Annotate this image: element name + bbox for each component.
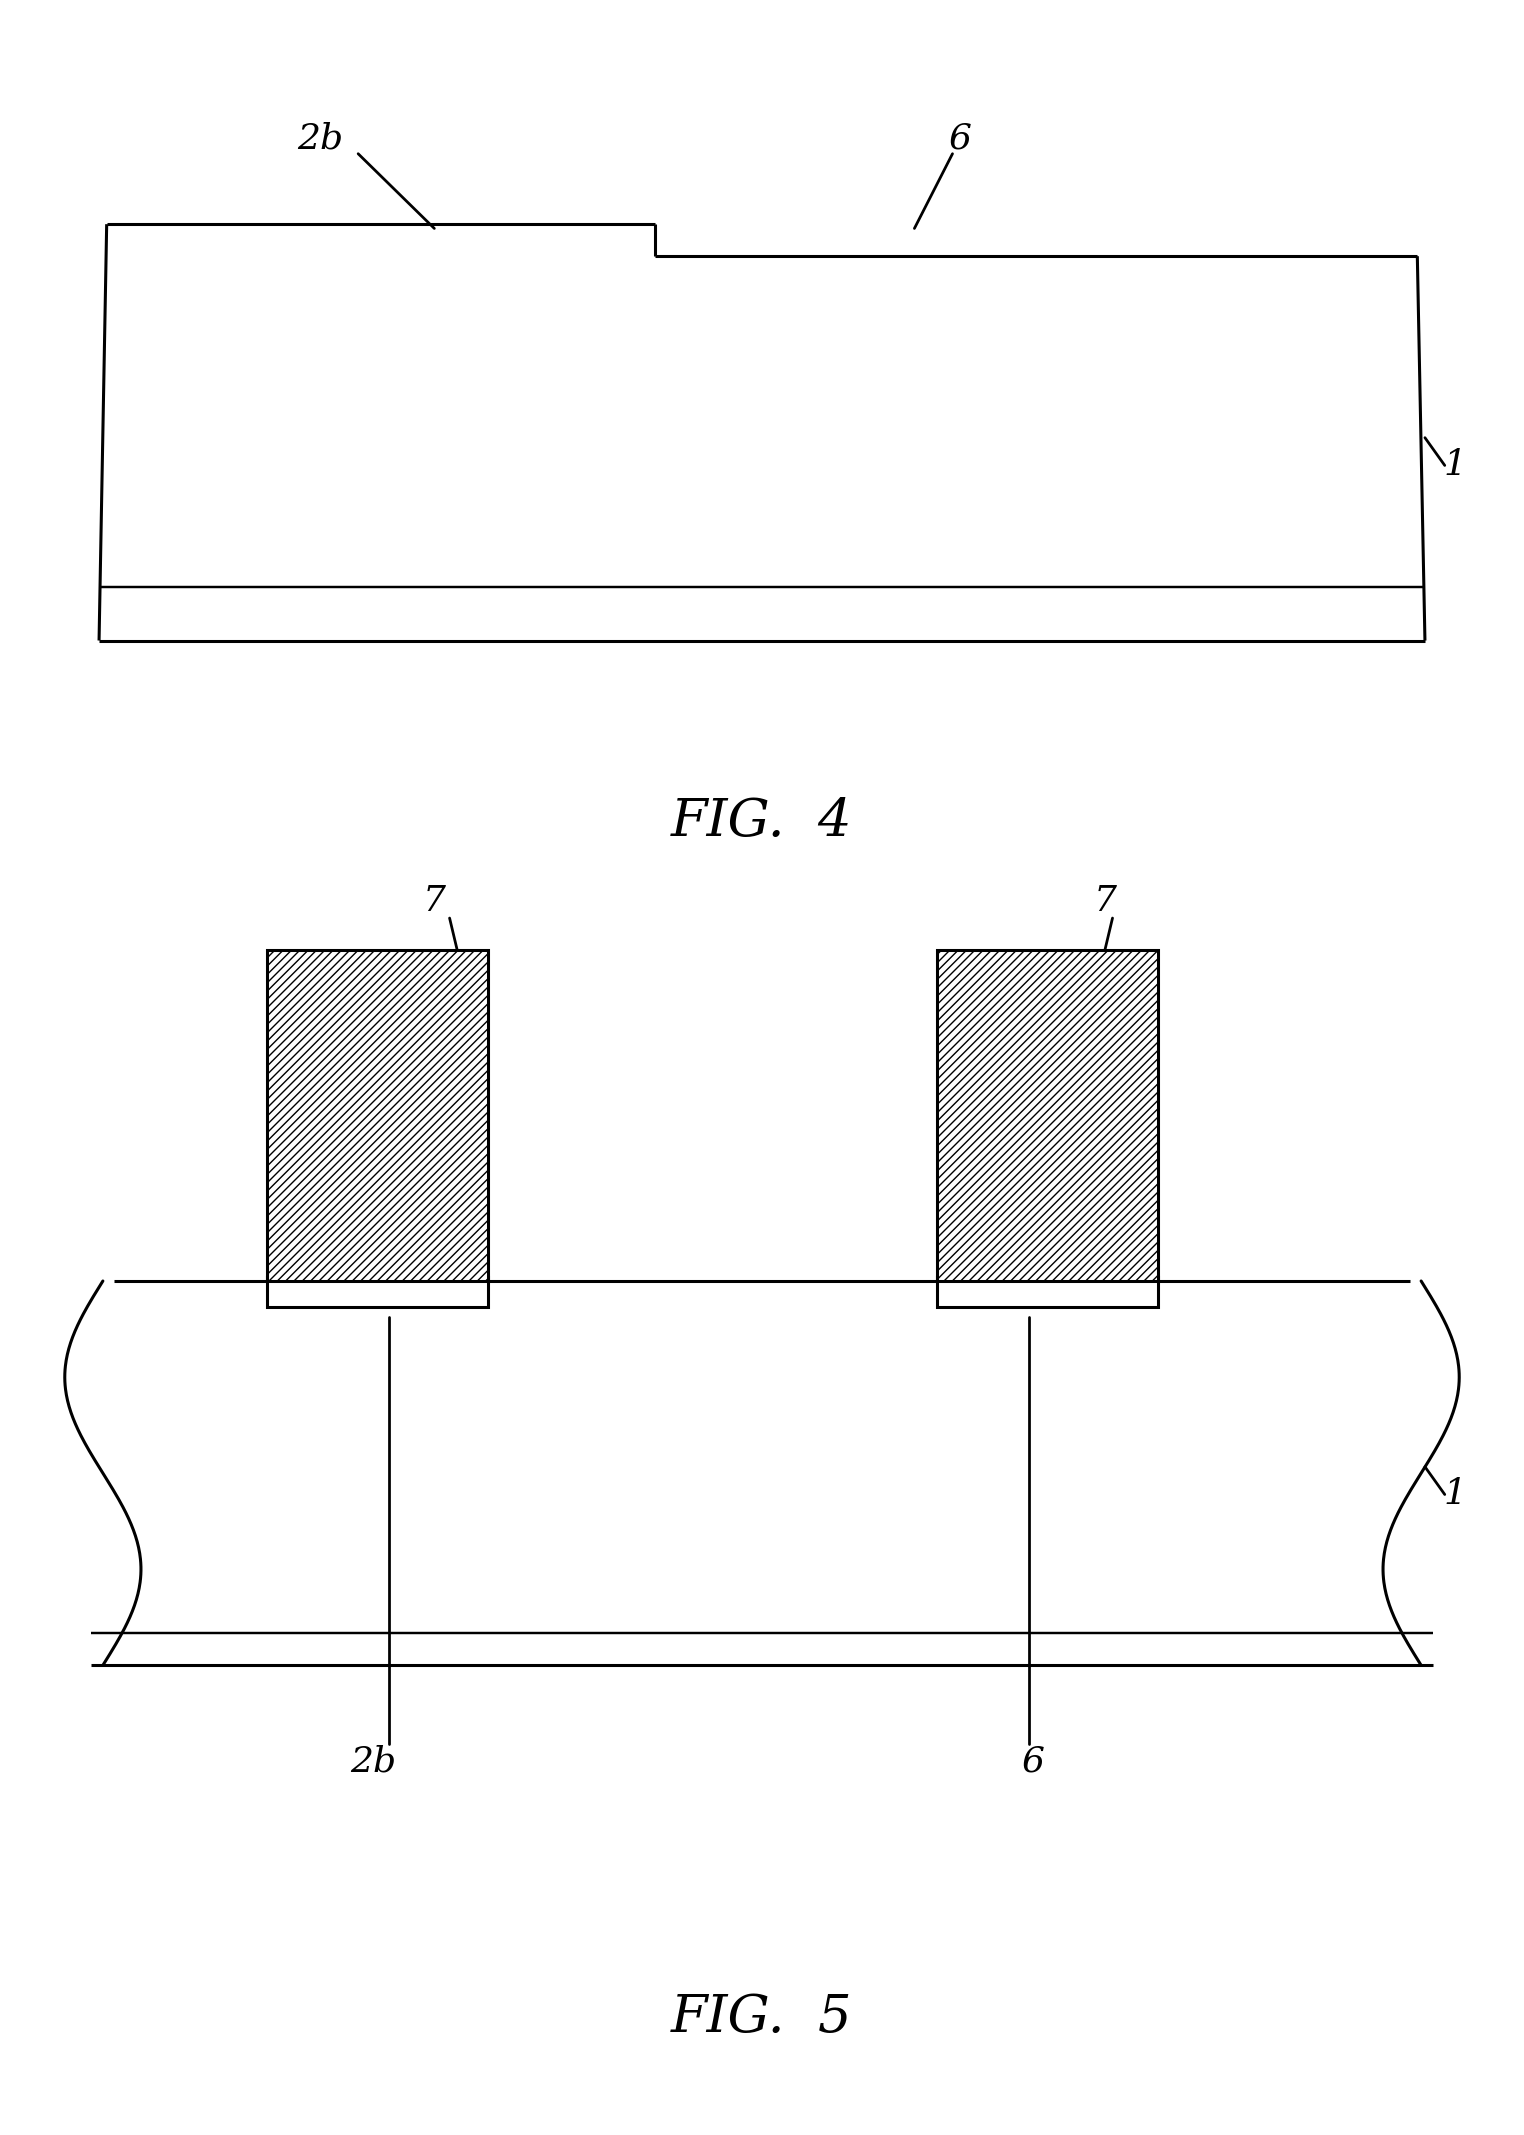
Text: 6: 6 [948,122,972,156]
Text: FIG.  4: FIG. 4 [671,796,853,848]
Text: 7: 7 [422,884,447,918]
Text: 1: 1 [1443,448,1468,483]
Bar [267,950,488,1281]
Bar [267,1277,488,1307]
Text: 7: 7 [1093,884,1117,918]
Text: 2b: 2b [297,122,343,156]
Text: 2b: 2b [351,1744,396,1778]
Text: 6: 6 [1021,1744,1045,1778]
Text: 1: 1 [1443,1477,1468,1512]
Bar [937,1277,1158,1307]
Bar [937,950,1158,1281]
Text: FIG.  5: FIG. 5 [671,1992,853,2043]
